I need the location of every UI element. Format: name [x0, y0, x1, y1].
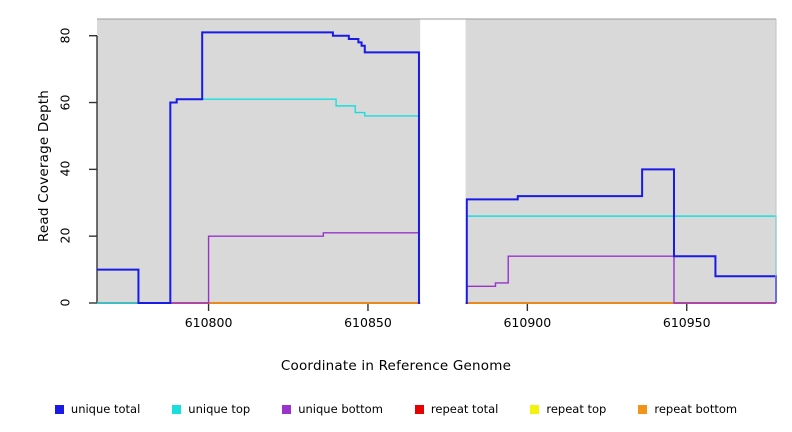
legend-item[interactable]: repeat top: [530, 402, 606, 416]
legend-label: repeat top: [546, 402, 607, 416]
x-tick-label: 610950: [662, 315, 711, 330]
chart-legend: unique total unique top unique bottom repea…: [0, 398, 792, 420]
y-tick-label: 20: [57, 227, 73, 244]
y-tick-label: 0: [57, 298, 73, 307]
legend-swatch-icon: [414, 404, 424, 414]
y-axis-title: Read Coverage Depth: [36, 89, 52, 243]
y-tick-label: 80: [57, 27, 73, 44]
legend-swatch-icon: [172, 404, 182, 414]
plot-frame-layer: [97, 18, 777, 303]
legend-label: repeat total: [430, 402, 499, 416]
legend-swatch-icon: [54, 404, 64, 414]
y-tick-label: 40: [57, 160, 73, 177]
legend-label: unique bottom: [298, 402, 383, 416]
y-tick-label: 60: [57, 94, 73, 110]
legend-item[interactable]: unique bottom: [282, 402, 383, 416]
no-data-gap: [420, 19, 466, 304]
legend-swatch-icon: [638, 404, 648, 414]
legend-swatch-icon: [530, 404, 540, 414]
legend-item[interactable]: repeat bottom: [638, 402, 737, 416]
legend-label: repeat bottom: [654, 402, 738, 416]
series-line-unique-total: [97, 31, 777, 304]
x-tick-label: 610850: [344, 315, 392, 330]
legend-label: unique total: [70, 402, 141, 416]
x-tick-label: 610800: [184, 315, 233, 330]
legend-item[interactable]: repeat total: [414, 402, 499, 416]
legend-item[interactable]: unique total: [54, 402, 141, 416]
x-tick-label: 610900: [503, 315, 552, 330]
legend-swatch-icon: [282, 404, 292, 414]
legend-item[interactable]: unique top: [172, 402, 250, 416]
legend-label: unique top: [188, 402, 251, 416]
gap-mask-layer: [420, 19, 466, 304]
x-axis-title: Coordinate in Reference Genome: [280, 358, 512, 374]
